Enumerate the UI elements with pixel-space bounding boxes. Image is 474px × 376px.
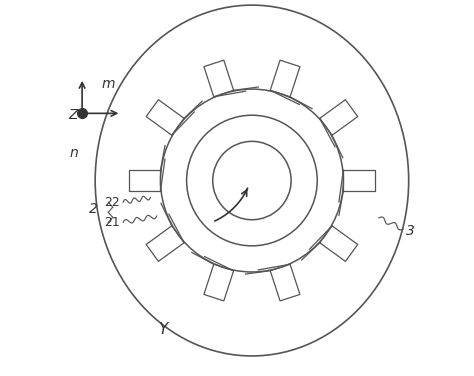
Text: n: n xyxy=(69,146,78,160)
Text: Z: Z xyxy=(69,108,78,122)
Text: 2: 2 xyxy=(89,202,98,215)
Text: 3: 3 xyxy=(406,224,415,238)
Text: 22: 22 xyxy=(104,196,120,209)
Text: 21: 21 xyxy=(104,216,120,229)
Text: m: m xyxy=(101,77,115,91)
Text: Y: Y xyxy=(158,322,167,337)
